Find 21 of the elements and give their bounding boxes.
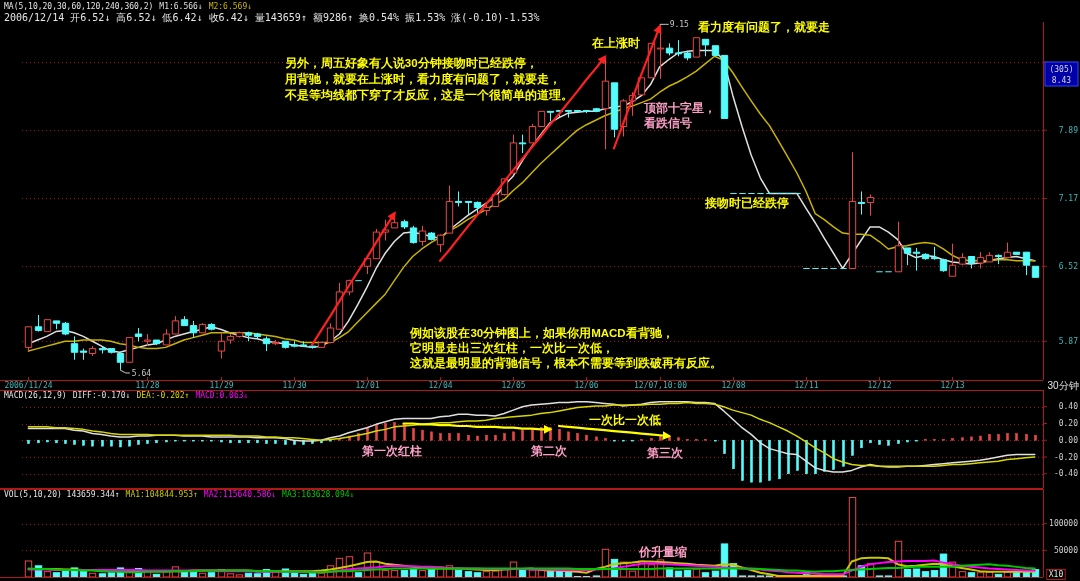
note: 例如该股在30分钟图上，如果你用MACD看背驰， bbox=[410, 327, 674, 339]
note: 第二次 bbox=[531, 445, 568, 457]
note: 看力度有问题了，就要走 bbox=[697, 21, 830, 33]
legend: MA(5,10,20,30,60,120,240,360,2) M1:6.566↓ M2:6.569↓ bbox=[4, 2, 253, 11]
note: 这就是最明显的背驰信号，根本不需要等到跌破再有反应。 bbox=[410, 357, 723, 369]
note: 第一次红柱 bbox=[362, 445, 423, 457]
legend: MACD(26,12,9) DIFF:-0.170↓ DEA:-0.202↑ bbox=[4, 391, 190, 400]
note: 不是等均线都下穿了才反应，这是一个很简单的道理。 bbox=[284, 89, 573, 101]
note: 用背驰，就要在上涨时，看力度有问题了，就要走， bbox=[284, 73, 561, 85]
note: 看跌信号 bbox=[643, 117, 692, 129]
subtitle: 2006/12/14 开6.52↓ 高6.52↓ 低6.42↓ 收6.42↓ 量143659↑ 额9286↑ 换0.54% 振1.53% 涨(-0.10)-1.53% bbox=[4, 11, 540, 23]
note: 在上涨时 bbox=[591, 37, 640, 49]
note: 价升量缩 bbox=[638, 546, 687, 558]
legend: VOL(5,10,20) 143659.344↑ MA1:104844.953↑ MA2:115640.586↓ MA3:163628.094↓ bbox=[4, 490, 355, 499]
note: 它明显走出三次红柱，一次比一次低， bbox=[410, 342, 615, 354]
note: 接吻时已经跌停 bbox=[704, 197, 789, 209]
note: 一次比一次低 bbox=[588, 414, 661, 426]
note: 另外，周五好象有人说30分钟接吻时已经跌停， bbox=[284, 57, 538, 69]
readout: (305) 8.43 bbox=[1049, 64, 1074, 84]
note: 第三次 bbox=[646, 447, 683, 459]
note: 顶部十字星， bbox=[643, 102, 716, 114]
